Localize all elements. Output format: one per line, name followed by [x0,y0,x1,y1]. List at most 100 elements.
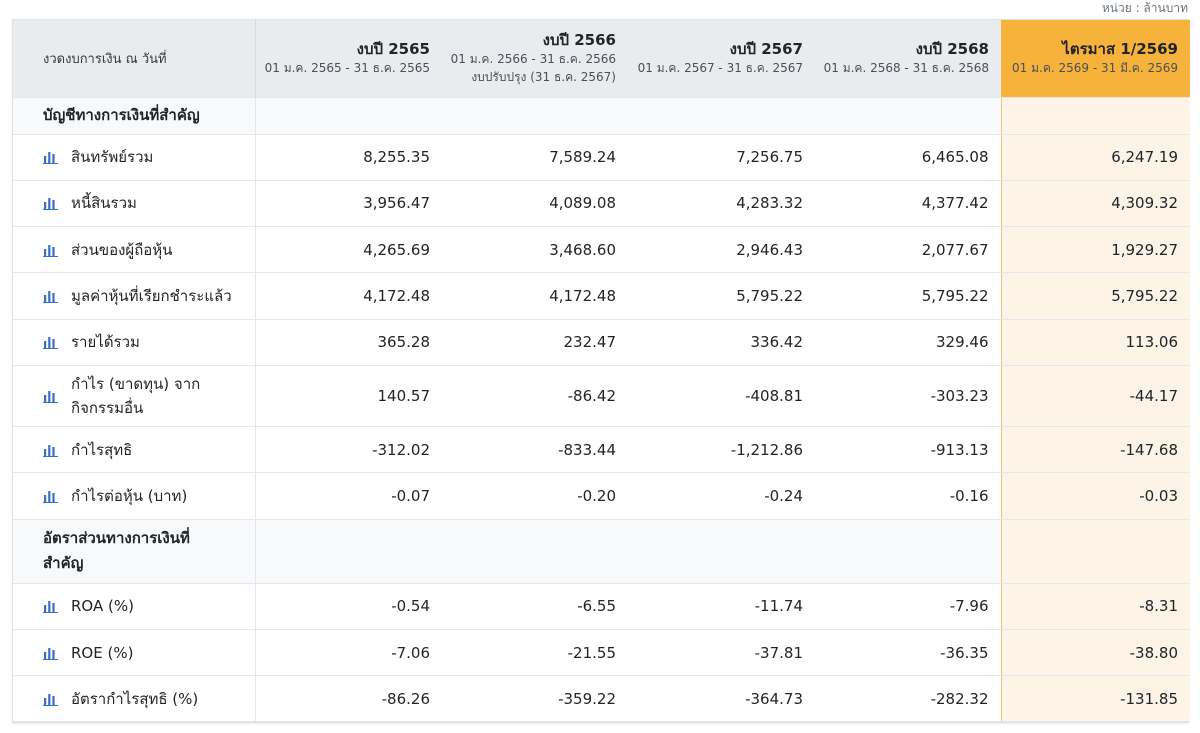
bar-chart-icon[interactable] [43,335,59,350]
row-label: รายได้รวม [71,333,140,352]
row-label-cell: มูลค่าหุ้นที่เรียกชำระแล้ว [13,272,256,320]
value-cell: -21.55 [442,629,628,677]
column-period: 01 ม.ค. 2565 - 31 ธ.ค. 2565 [264,61,430,76]
section-spacer [1000,97,1190,135]
section-title-line: สำคัญ [43,554,84,573]
table-row: ROA (%) -0.54 -6.55 -11.74 -7.96 -8.31 [13,583,1190,630]
column-period-note: งบปรับปรุง (31 ธ.ค. 2567) [471,70,616,85]
value-cell: 365.28 [255,319,442,366]
value-cell: -0.20 [442,472,628,520]
column-period: 01 ม.ค. 2568 - 31 ธ.ค. 2568 [823,61,989,76]
row-label: อัตรากำไรสุทธิ (%) [71,689,199,708]
value-cell: 1,929.27 [1000,226,1190,274]
section-header-row: อัตราส่วนทางการเงินที่ สำคัญ [13,519,1190,584]
table-row: มูลค่าหุ้นที่เรียกชำระแล้ว 4,172.48 4,172.… [13,272,1190,320]
row-label: มูลค่าหุ้นที่เรียกชำระแล้ว [71,287,232,306]
value-cell: 4,089.08 [442,180,628,228]
value-cell: -312.02 [255,426,442,474]
column-title: ไตรมาส 1/2569 [1062,40,1178,59]
value-cell: 7,589.24 [442,134,628,181]
bar-chart-icon[interactable] [43,646,59,660]
row-label-cell: สินทรัพย์รวม [13,134,256,181]
row-label: หนี้สินรวม [71,194,137,213]
table-row: กำไรสุทธิ -312.02 -833.44 -1,212.86 -913.13-… [13,426,1190,474]
column-title: งบปี 2565 [356,40,430,59]
bar-chart-icon[interactable] [43,289,59,304]
row-label: กำไรต่อหุ้น (บาท) [71,486,188,505]
bar-chart-icon[interactable] [43,243,59,257]
bar-chart-icon[interactable] [43,599,59,614]
value-cell: -408.81 [628,365,815,427]
value-cell: 113.06 [1000,319,1190,366]
value-cell: 4,172.48 [442,272,628,320]
row-label-cell: อัตรากำไรสุทธิ (%) [13,675,256,723]
bar-chart-icon[interactable] [43,692,59,706]
value-cell: 5,795.22 [1000,272,1190,320]
value-cell: 232.47 [442,319,628,366]
column-title: งบปี 2567 [729,40,803,59]
table-row: หนี้สินรวม 3,956.47 4,089.08 4,283.32 4,377.… [13,180,1190,228]
value-cell: 4,377.42 [815,180,1001,228]
value-cell: -36.35 [815,629,1001,677]
row-label-cell: ROA (%) [13,583,256,630]
value-cell: -131.85 [1000,675,1190,723]
table-row: กำไรต่อหุ้น (บาท) -0.07 -0.20 -0.24 -0.16 -0.… [13,472,1190,520]
column-header-highlight[interactable]: ไตรมาส 1/2569 01 ม.ค. 2569 - 31 มี.ค. 25… [1001,20,1190,98]
value-cell: -7.96 [815,583,1001,630]
column-title: งบปี 2566 [542,31,616,50]
row-label-cell: กำไรต่อหุ้น (บาท) [13,472,256,520]
bar-chart-icon[interactable] [43,489,59,503]
table-row: อัตรากำไรสุทธิ (%) -86.26 -359.22 -364.73 -2… [13,675,1190,723]
value-cell: -359.22 [442,675,628,723]
section-title: อัตราส่วนทางการเงินที่ สำคัญ [13,519,256,584]
row-label: กิจกรรมอื่น [71,398,144,417]
bar-chart-icon[interactable] [43,150,59,165]
column-header[interactable]: งบปี 2566 01 ม.ค. 2566 - 31 ธ.ค. 2566 งบ… [442,20,628,98]
value-cell: -6.55 [442,583,628,630]
value-cell: 4,309.32 [1000,180,1190,228]
value-cell: 6,247.19 [1000,134,1190,181]
row-label: ส่วนของผู้ถือหุ้น [71,240,173,259]
row-label: สินทรัพย์รวม [71,148,154,167]
value-cell: -303.23 [815,365,1001,427]
bar-chart-icon[interactable] [43,196,59,211]
financial-table: งวดงบการเงิน ณ วันที่ งบปี 2565 01 ม.ค. … [12,19,1190,724]
value-cell: 3,468.60 [442,226,628,274]
row-label-cell: ส่วนของผู้ถือหุ้น [13,226,256,274]
value-cell: 2,077.67 [815,226,1001,274]
bar-chart-icon[interactable] [43,443,59,457]
value-cell: -37.81 [628,629,815,677]
section-title-line: บัญชีทางการเงินที่สำคัญ [43,106,200,124]
value-cell: -913.13 [815,426,1001,474]
column-header[interactable]: งบปี 2565 01 ม.ค. 2565 - 31 ธ.ค. 2565 [255,20,442,98]
section-spacer [1000,519,1190,584]
table-row: รายได้รวม 365.28 232.47 336.42 329.46 113.06 [13,319,1190,366]
value-cell: 5,795.22 [815,272,1001,320]
value-cell: -0.16 [815,472,1001,520]
row-label-cell: กำไร (ขาดทุน) จาก กิจกรรมอื่น [13,365,256,427]
row-label: กำไรสุทธิ [71,440,133,459]
value-cell: -282.32 [815,675,1001,723]
unit-note: หน่วย : ล้านบาท [1101,1,1188,15]
column-header[interactable]: งบปี 2568 01 ม.ค. 2568 - 31 ธ.ค. 2568 [815,20,1001,98]
value-cell: 4,283.32 [628,180,815,228]
column-title: งบปี 2568 [915,40,989,59]
value-cell: 5,795.22 [628,272,815,320]
column-period: 01 ม.ค. 2566 - 31 ธ.ค. 2566 [450,52,616,67]
value-cell: -86.42 [442,365,628,427]
value-cell: -364.73 [628,675,815,723]
value-cell: -11.74 [628,583,815,630]
value-cell: -0.07 [255,472,442,520]
row-label-cell: กำไรสุทธิ [13,426,256,474]
section-spacer [255,97,1001,135]
column-period: 01 ม.ค. 2567 - 31 ธ.ค. 2567 [637,61,803,76]
table-header-row: งวดงบการเงิน ณ วันที่ งบปี 2565 01 ม.ค. … [13,20,1190,98]
value-cell: 3,956.47 [255,180,442,228]
column-header[interactable]: งบปี 2567 01 ม.ค. 2567 - 31 ธ.ค. 2567 [628,20,815,98]
value-cell: -0.54 [255,583,442,630]
value-cell: -0.03 [1000,472,1190,520]
value-cell: 7,256.75 [628,134,815,181]
column-period: 01 ม.ค. 2569 - 31 มี.ค. 2569 [1012,61,1178,76]
row-label: ROA (%) [71,597,134,616]
bar-chart-icon[interactable] [43,389,59,403]
